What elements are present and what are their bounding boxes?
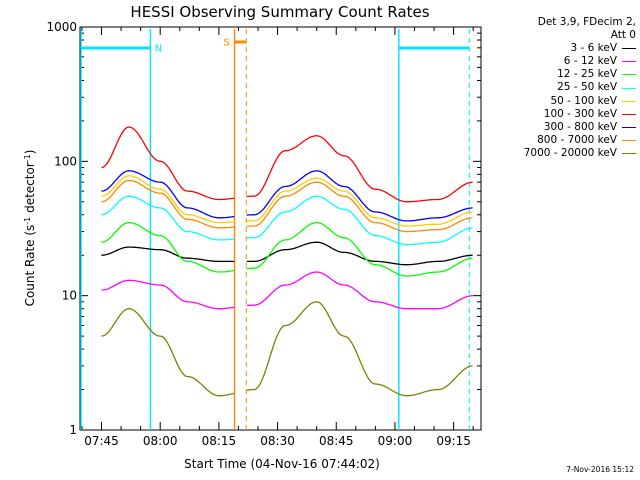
legend-swatch: [622, 100, 636, 102]
x-axis-label: Start Time (04-Nov-16 07:44:02): [184, 457, 380, 471]
series-line-6-1: [246, 170, 473, 222]
legend-item-label: 50 - 100 keV: [550, 94, 617, 107]
series-line-1-0: [101, 279, 235, 310]
series-line-7-1: [246, 181, 473, 233]
legend-swatch: [622, 48, 636, 50]
legend-item: 12 - 25 keV: [470, 68, 636, 81]
legend-item-label: 100 - 300 keV: [543, 107, 617, 120]
legend-item-label: 6 - 12 keV: [563, 55, 617, 68]
x-tick-label: 08:45: [319, 434, 354, 448]
legend-swatch: [622, 113, 636, 115]
legend-swatch: [622, 139, 636, 141]
x-tick-label: 09:00: [378, 434, 413, 448]
series-line-0-1: [246, 241, 473, 266]
series-line-1-1: [246, 271, 473, 310]
series-line-4-0: [101, 175, 235, 224]
y-tick-label: 1000: [46, 20, 77, 34]
series-line-2-0: [101, 221, 235, 273]
legend-swatch: [622, 126, 636, 128]
legend-item: 800 - 7000 keV: [470, 134, 636, 147]
plot-frame: [79, 26, 482, 431]
y-tick-label: 1: [69, 423, 77, 437]
legend-swatch: [622, 74, 636, 76]
series-line-8-1: [246, 301, 473, 397]
legend-swatch: [622, 61, 636, 63]
legend-item-label: 25 - 50 keV: [557, 81, 617, 94]
legend-item-label: 3 - 6 keV: [570, 42, 617, 55]
series-line-3-0: [101, 195, 235, 241]
legend-item: 50 - 100 keV: [470, 95, 636, 108]
annotation-label: N: [155, 44, 162, 55]
series-line-6-0: [101, 170, 235, 219]
chart-title: HESSI Observing Summary Count Rates: [130, 3, 429, 21]
x-tick-label: 08:00: [143, 434, 178, 448]
legend-swatch: [622, 152, 636, 154]
legend-header-line2: Att 0: [610, 29, 636, 42]
annotation-label: S: [223, 38, 229, 49]
x-tick-label: 09:15: [436, 434, 471, 448]
series-line-3-1: [246, 195, 473, 246]
legend-item-label: 300 - 800 keV: [543, 120, 617, 133]
series-line-5-0: [101, 126, 235, 201]
x-tick-label: 08:15: [202, 434, 237, 448]
legend-item: 6 - 12 keV: [470, 55, 636, 68]
legend: Det 3,9, FDecim 2, Att 0 3 - 6 keV 6 - 12…: [470, 16, 636, 160]
y-tick-label: 10: [62, 289, 77, 303]
legend-item: 300 - 800 keV: [470, 121, 636, 134]
legend-swatch: [622, 87, 636, 89]
legend-item: 100 - 300 keV: [470, 108, 636, 121]
series-line-2-1: [246, 221, 473, 277]
x-tick-label: 07:45: [84, 434, 119, 448]
series-line-8-0: [101, 308, 235, 397]
legend-item: 25 - 50 keV: [470, 81, 636, 94]
legend-item-label: 12 - 25 keV: [557, 68, 617, 81]
series-line-4-1: [246, 177, 473, 227]
y-tick-label: 100: [54, 154, 77, 168]
legend-header-line1: Det 3,9, FDecim 2,: [537, 16, 636, 28]
series-line-7-0: [101, 179, 235, 229]
series-line-5-1: [246, 135, 473, 203]
y-axis-label: Count Rate (s-1 detector-1): [23, 150, 38, 307]
legend-item: 3 - 6 keV: [470, 42, 636, 55]
legend-item-label: 7000 - 20000 keV: [523, 146, 617, 159]
series-line-0-0: [101, 246, 235, 263]
legend-item: 7000 - 20000 keV: [470, 147, 636, 160]
x-tick-label: 08:30: [260, 434, 295, 448]
generated-date: 7-Nov-2016 15:12: [566, 465, 634, 474]
legend-item-label: 800 - 7000 keV: [537, 133, 617, 146]
